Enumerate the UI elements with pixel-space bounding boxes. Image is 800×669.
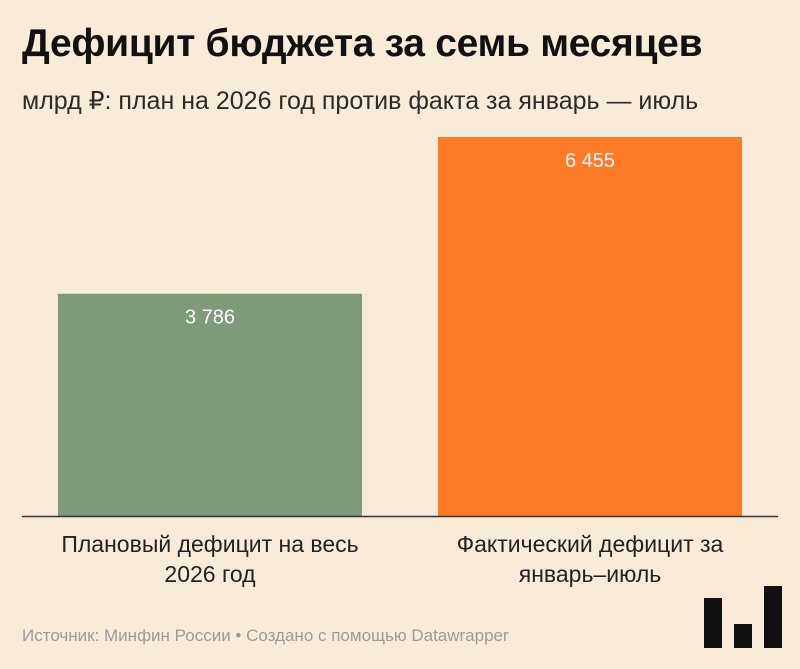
bar-value-label-1: 3 786 bbox=[185, 307, 235, 329]
source-footer: Источник: Минфин России • Создано с помо… bbox=[22, 626, 509, 645]
chart-title: Дефицит бюджета за семь месяцев bbox=[22, 22, 703, 65]
category-label-line: 2026 год bbox=[164, 561, 256, 587]
bar-2 bbox=[438, 137, 742, 516]
category-label-line: Плановый дефицит на весь bbox=[61, 531, 359, 557]
datawrapper-logo-icon bbox=[704, 586, 782, 648]
bar-value-label-2: 6 455 bbox=[565, 150, 615, 172]
bar-1 bbox=[58, 293, 362, 516]
category-label-1: Плановый дефицит на весь 2026 год bbox=[60, 529, 360, 589]
chart-subtitle: млрд ₽: план на 2026 год против факта за… bbox=[22, 87, 699, 115]
category-label-line: Фактический дефицит за bbox=[456, 531, 724, 557]
category-label-2: Фактический дефицит за январь–июль bbox=[440, 529, 740, 589]
category-label-line: январь–июль bbox=[518, 561, 662, 587]
